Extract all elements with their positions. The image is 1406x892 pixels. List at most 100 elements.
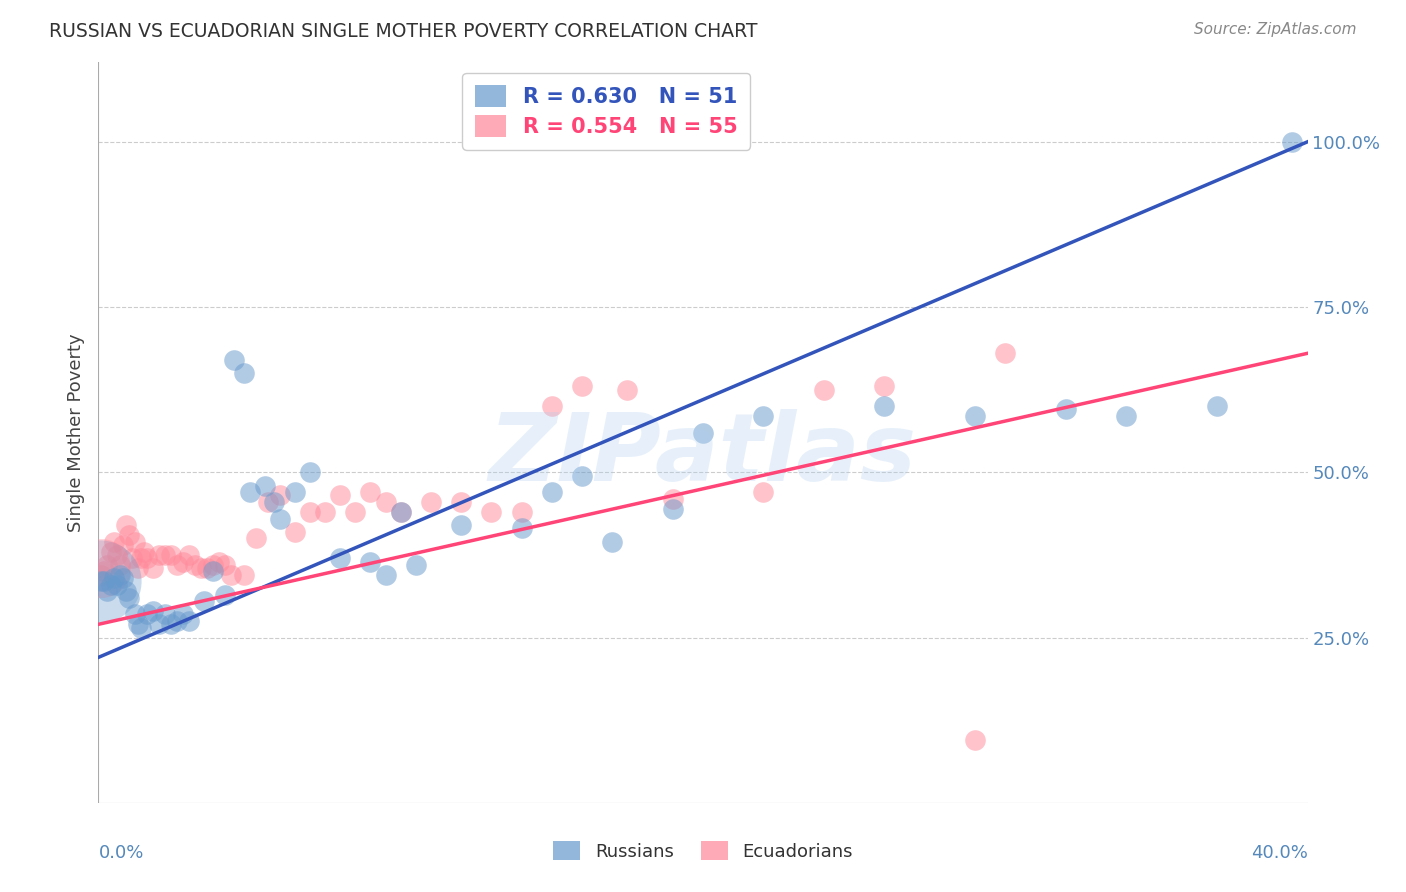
Point	[90, 561, 112, 575]
Point	[93, 565, 115, 579]
Point	[269, 511, 291, 525]
Point	[661, 501, 683, 516]
Point	[253, 478, 276, 492]
Point	[193, 594, 215, 608]
Point	[121, 551, 143, 566]
Text: 40.0%: 40.0%	[1251, 844, 1308, 862]
Text: RUSSIAN VS ECUADORIAN SINGLE MOTHER POVERTY CORRELATION CHART: RUSSIAN VS ECUADORIAN SINGLE MOTHER POVE…	[49, 22, 758, 41]
Y-axis label: Single Mother Poverty: Single Mother Poverty	[66, 334, 84, 532]
Point	[135, 551, 157, 566]
Point	[214, 558, 236, 572]
Point	[232, 567, 254, 582]
Point	[299, 505, 322, 519]
Point	[166, 558, 188, 572]
Point	[96, 558, 118, 572]
Point	[405, 558, 427, 572]
Point	[314, 505, 336, 519]
Point	[118, 528, 141, 542]
Point	[1115, 409, 1137, 423]
Point	[965, 733, 987, 747]
Point	[90, 567, 112, 582]
Point	[96, 584, 118, 599]
Point	[142, 561, 165, 575]
Point	[100, 577, 122, 591]
Point	[153, 548, 176, 562]
Point	[1281, 135, 1303, 149]
Point	[195, 561, 218, 575]
Point	[374, 495, 396, 509]
Point	[202, 565, 225, 579]
Point	[873, 399, 896, 413]
Point	[661, 491, 683, 506]
Point	[142, 604, 165, 618]
Point	[118, 591, 141, 605]
Point	[184, 558, 207, 572]
Point	[214, 588, 236, 602]
Point	[89, 574, 111, 589]
Point	[245, 532, 267, 546]
Point	[202, 558, 225, 572]
Point	[103, 571, 125, 585]
Point	[813, 383, 835, 397]
Point	[100, 544, 122, 558]
Point	[221, 567, 243, 582]
Point	[90, 574, 112, 589]
Point	[132, 544, 155, 558]
Text: ZIPatlas: ZIPatlas	[489, 409, 917, 500]
Point	[571, 379, 593, 393]
Point	[93, 574, 115, 589]
Point	[374, 567, 396, 582]
Point	[127, 617, 149, 632]
Point	[616, 383, 638, 397]
Point	[571, 468, 593, 483]
Point	[179, 614, 201, 628]
Point	[299, 465, 322, 479]
Point	[127, 561, 149, 575]
Point	[510, 521, 533, 535]
Point	[1054, 402, 1077, 417]
Point	[208, 555, 231, 569]
Point	[450, 495, 472, 509]
Point	[105, 577, 128, 591]
Point	[172, 607, 194, 622]
Point	[360, 485, 382, 500]
Point	[752, 409, 775, 423]
Point	[965, 409, 987, 423]
Point	[510, 505, 533, 519]
Point	[284, 485, 307, 500]
Point	[135, 607, 157, 622]
Point	[602, 534, 624, 549]
Point	[344, 505, 367, 519]
Point	[124, 534, 146, 549]
Point	[450, 518, 472, 533]
Point	[329, 488, 352, 502]
Point	[389, 505, 412, 519]
Point	[129, 551, 152, 566]
Point	[111, 571, 134, 585]
Point	[105, 548, 128, 562]
Text: 0.0%: 0.0%	[98, 844, 143, 862]
Point	[179, 548, 201, 562]
Point	[108, 567, 131, 582]
Point	[108, 558, 131, 572]
Point	[114, 518, 136, 533]
Point	[360, 555, 382, 569]
Point	[284, 524, 307, 539]
Point	[124, 607, 146, 622]
Point	[752, 485, 775, 500]
Point	[166, 614, 188, 628]
Point	[103, 534, 125, 549]
Point	[232, 366, 254, 380]
Point	[111, 538, 134, 552]
Point	[263, 495, 285, 509]
Point	[172, 555, 194, 569]
Point	[256, 495, 278, 509]
Point	[873, 379, 896, 393]
Point	[148, 617, 170, 632]
Legend: Russians, Ecuadorians: Russians, Ecuadorians	[546, 834, 860, 868]
Point	[239, 485, 262, 500]
Point	[389, 505, 412, 519]
Point	[420, 495, 443, 509]
Point	[1206, 399, 1229, 413]
Point	[114, 584, 136, 599]
